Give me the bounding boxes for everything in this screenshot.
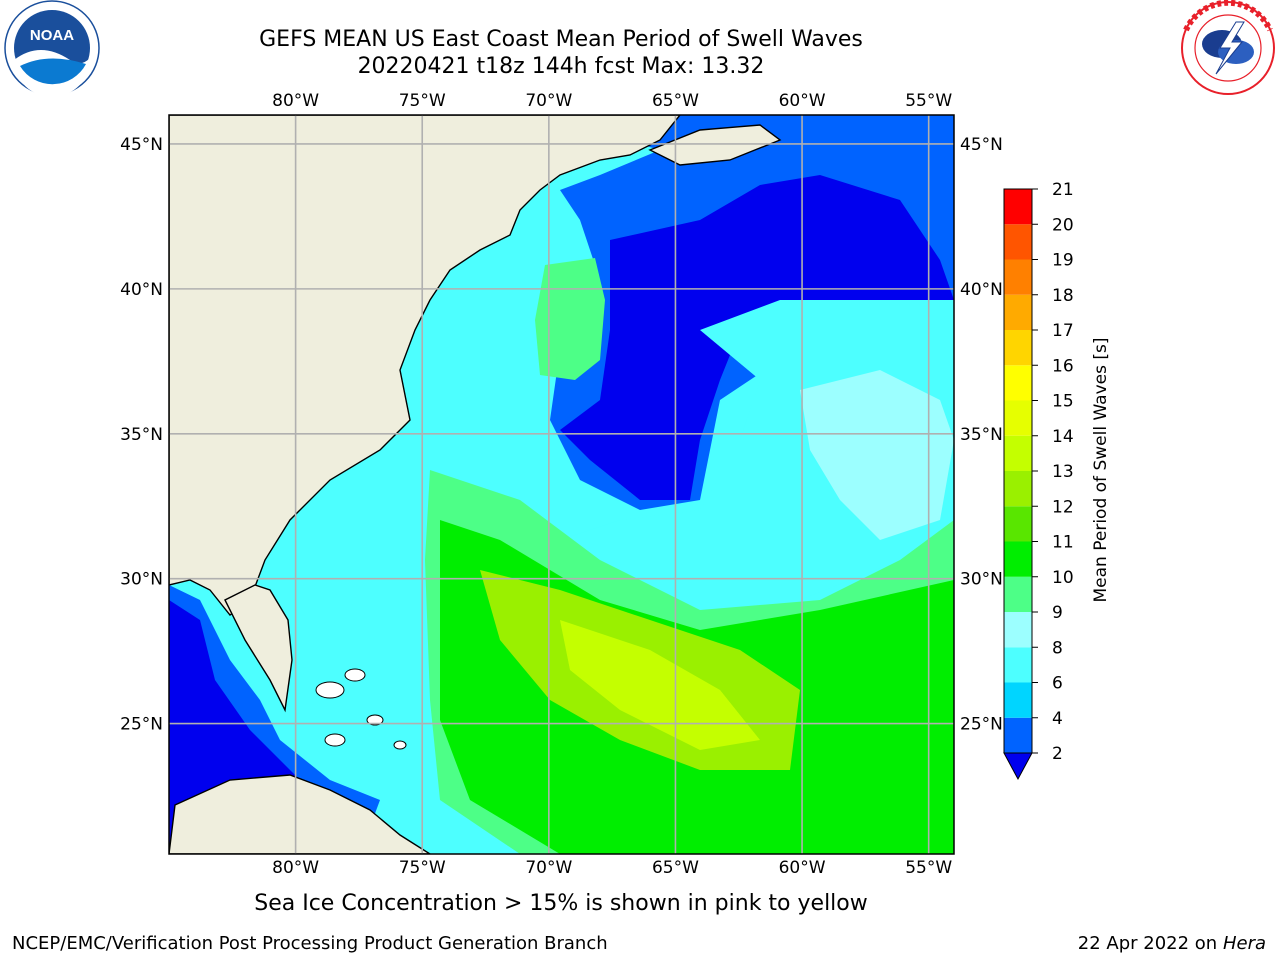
generation-date: 22 Apr 2022 on xyxy=(1077,933,1223,954)
bahamas-island-2 xyxy=(366,714,384,726)
nws-logo xyxy=(1181,0,1275,95)
lon-label-top-0: 80°W xyxy=(272,91,319,111)
colorbar-swatch-20 xyxy=(1004,189,1032,225)
colorbar-tick-label-10: 10 xyxy=(1052,568,1074,588)
lon-label-top-4: 60°W xyxy=(779,91,826,111)
bahamas-island-0 xyxy=(315,681,345,699)
colorbar-swatch-8 xyxy=(1004,612,1032,648)
colorbar-swatch-18 xyxy=(1004,259,1032,295)
colorbar-swatch-19 xyxy=(1004,224,1032,260)
host-name: Hera xyxy=(1222,933,1266,954)
map-frame xyxy=(168,114,955,855)
lat-label-right-3: 30°N xyxy=(960,570,1003,590)
map-axis-labels: 80°W 80°W 75°W 75°W 70°W 70°W 65°W 65°W 60°W 60°W… xyxy=(120,91,1003,878)
colorbar-swatch-9 xyxy=(1004,576,1032,612)
colorbar-tick-label-16: 16 xyxy=(1052,356,1074,376)
lon-label-bottom-3: 65°W xyxy=(652,858,699,878)
period-band-9-10s-gulfstream xyxy=(535,258,605,380)
lon-label-bottom-0: 80°W xyxy=(272,858,319,878)
colorbar-tick-label-13: 13 xyxy=(1052,462,1074,482)
colorbar-tick-label-11: 11 xyxy=(1052,533,1074,553)
lon-label-top-1: 75°W xyxy=(399,91,446,111)
lat-label-left-1: 40°N xyxy=(120,280,163,300)
lat-label-left-4: 25°N xyxy=(120,715,163,735)
colorbar-swatch-15 xyxy=(1004,365,1032,401)
colorbar-label: Mean Period of Swell Waves [s] xyxy=(1091,338,1111,603)
period-below-2s-north xyxy=(560,175,954,500)
bahamas-island-4 xyxy=(324,733,346,747)
colorbar-tick-label-15: 15 xyxy=(1052,392,1074,412)
north-america-land xyxy=(169,115,681,616)
map-title: GEFS MEAN US East Coast Mean Period of S… xyxy=(259,27,863,52)
lon-label-bottom-4: 60°W xyxy=(779,858,826,878)
bahamas-island-3 xyxy=(393,740,407,750)
colorbar-swatch-10 xyxy=(1004,541,1032,577)
colorbar-tick-label-19: 19 xyxy=(1052,251,1074,271)
colorbar-tick-label-2: 2 xyxy=(1052,744,1063,764)
nova-scotia-land xyxy=(648,124,782,166)
colorbar-under-arrow xyxy=(1003,752,1033,781)
lon-label-top-2: 70°W xyxy=(525,91,572,111)
lat-label-left-2: 35°N xyxy=(120,425,163,445)
noaa-logo: NOAA xyxy=(4,0,100,98)
lon-label-bottom-5: 55°W xyxy=(905,858,952,878)
lon-label-bottom-2: 70°W xyxy=(525,858,572,878)
colorbar-swatch-11 xyxy=(1004,506,1032,542)
lon-label-top-3: 65°W xyxy=(652,91,699,111)
generation-stamp: 22 Apr 2022 on Hera xyxy=(1078,933,1266,954)
period-band-13-14s-core xyxy=(560,620,760,750)
forecast-subtitle: 20220421 t18z 144h fcst Max: 13.32 xyxy=(357,54,765,79)
lat-label-left-0: 45°N xyxy=(120,135,163,155)
lat-label-right-0: 45°N xyxy=(960,135,1003,155)
lat-label-right-4: 25°N xyxy=(960,715,1003,735)
lat-label-right-2: 35°N xyxy=(960,425,1003,445)
colorbar-swatch-12 xyxy=(1004,471,1032,507)
swell-period-field xyxy=(169,115,954,854)
colorbar-tick-label-18: 18 xyxy=(1052,286,1074,306)
graticule xyxy=(169,115,954,854)
lat-label-left-3: 30°N xyxy=(120,570,163,590)
colorbar-swatch-14 xyxy=(1004,400,1032,436)
bahamas-island-1 xyxy=(344,668,366,682)
colorbar-tick-label-14: 14 xyxy=(1052,427,1074,447)
colorbar: 2 4 6 8 9 10 11 12 13 14 15 16 17 18 19 20 21 xyxy=(1003,180,1074,781)
colorbar-swatch-6 xyxy=(1004,647,1032,683)
colorbar-tick-label-21: 21 xyxy=(1052,180,1074,200)
colorbar-tick-label-8: 8 xyxy=(1052,638,1063,658)
colorbar-swatch-13 xyxy=(1004,435,1032,471)
period-band-8-9s-east xyxy=(800,370,954,540)
colorbar-tick-label-6: 6 xyxy=(1052,674,1063,694)
sea-ice-caption: Sea Ice Concentration > 15% is shown in … xyxy=(254,891,868,916)
colorbar-swatch-17 xyxy=(1004,294,1032,330)
florida-peninsula xyxy=(224,584,293,713)
map-panel xyxy=(169,115,954,854)
colorbar-swatch-2 xyxy=(1004,717,1032,753)
colorbar-tick-label-4: 4 xyxy=(1052,709,1063,729)
colorbar-tick-label-20: 20 xyxy=(1052,215,1074,235)
lat-label-right-1: 40°N xyxy=(960,280,1003,300)
colorbar-swatch-4 xyxy=(1004,682,1032,718)
colorbar-tick-label-12: 12 xyxy=(1052,497,1074,517)
producer-credit: NCEP/EMC/Verification Post Processing Pr… xyxy=(12,933,608,954)
lon-label-top-5: 55°W xyxy=(905,91,952,111)
land-mass xyxy=(169,115,782,854)
lon-label-bottom-1: 75°W xyxy=(399,858,446,878)
noaa-logo-text: NOAA xyxy=(30,27,74,44)
colorbar-tick-label-17: 17 xyxy=(1052,321,1074,341)
colorbar-swatch-16 xyxy=(1004,330,1032,366)
cuba-land xyxy=(169,774,432,854)
colorbar-tick-label-9: 9 xyxy=(1052,603,1063,623)
